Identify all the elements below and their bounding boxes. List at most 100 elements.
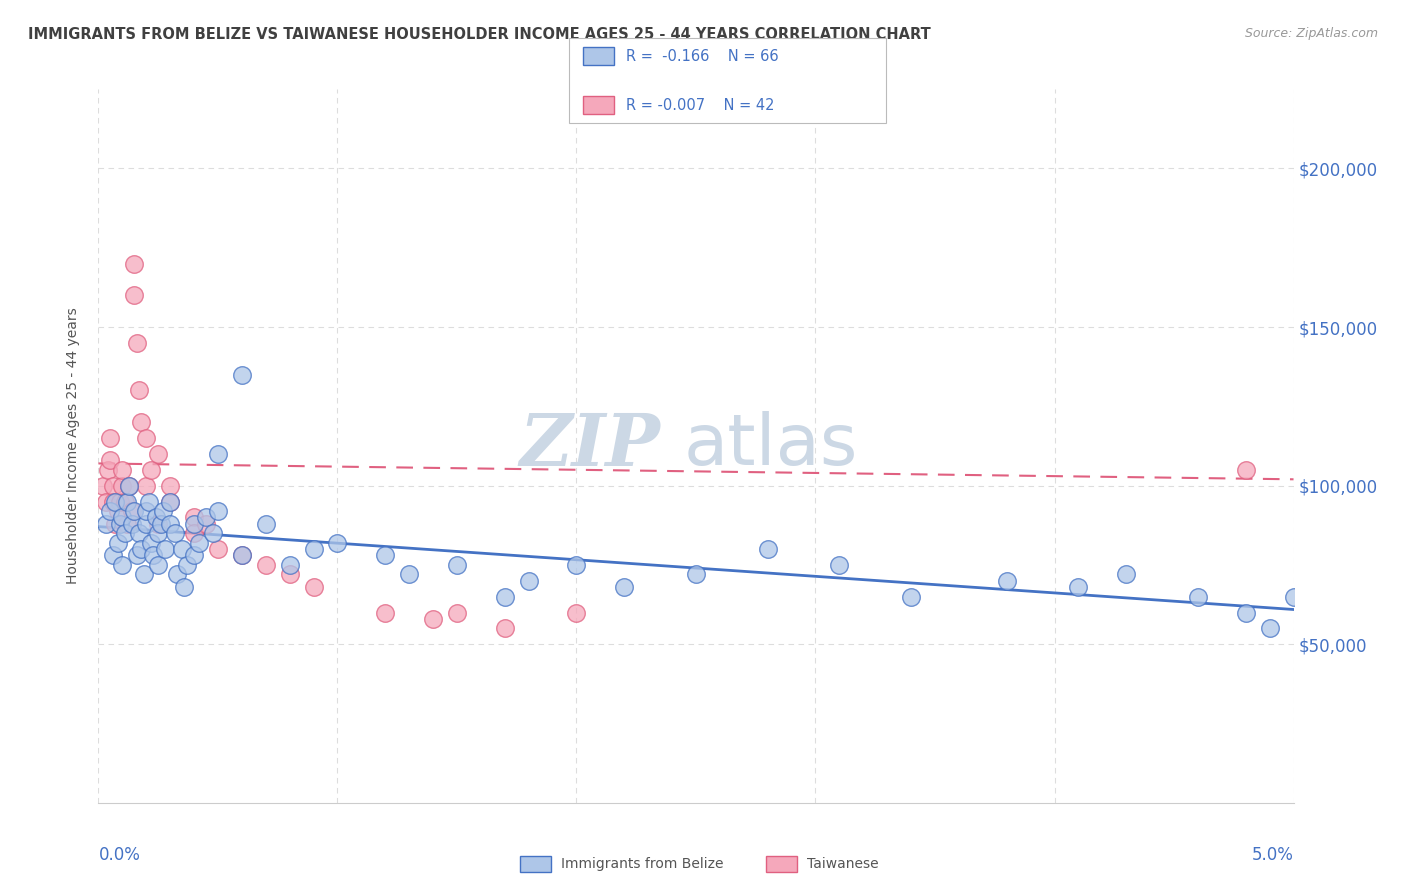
Point (148, 526, 170, 541)
Point (108, 516, 131, 531)
Point (1234, 606, 1257, 620)
Point (685, 567, 707, 582)
Point (159, 494, 181, 508)
Point (131, 542, 153, 557)
Text: 0.0%: 0.0% (98, 846, 141, 863)
Point (756, 542, 779, 557)
Point (124, 288, 146, 302)
Point (302, 580, 325, 594)
Point (183, 526, 205, 541)
Point (159, 478, 181, 492)
Point (172, 542, 194, 557)
Point (125, 335, 148, 350)
Text: ZIP: ZIP (519, 410, 661, 482)
Text: Immigrants from Belize: Immigrants from Belize (561, 857, 724, 871)
Point (135, 504, 157, 518)
Point (183, 516, 205, 531)
Point (97, 463, 120, 477)
Point (111, 510, 134, 524)
Point (101, 549, 124, 563)
Point (302, 542, 325, 557)
Point (173, 580, 195, 594)
Point (114, 526, 136, 541)
Point (195, 510, 218, 524)
Point (163, 526, 186, 541)
Point (326, 535, 349, 549)
Point (121, 516, 143, 531)
Point (494, 590, 516, 604)
Point (148, 558, 170, 572)
Point (139, 463, 162, 477)
Point (152, 504, 174, 518)
Point (278, 558, 301, 572)
Point (118, 478, 141, 492)
Point (254, 558, 277, 572)
Point (398, 567, 420, 582)
Point (94, 516, 117, 531)
Point (115, 516, 138, 531)
Point (101, 494, 124, 508)
Text: atlas: atlas (685, 411, 859, 481)
Point (202, 526, 225, 541)
Point (422, 612, 444, 626)
Point (111, 478, 134, 492)
Text: Taiwanese: Taiwanese (807, 857, 879, 871)
Point (107, 504, 129, 518)
Point (1187, 590, 1209, 604)
Point (900, 590, 922, 604)
Text: Source: ZipAtlas.com: Source: ZipAtlas.com (1244, 27, 1378, 40)
Point (107, 535, 129, 549)
Point (1067, 580, 1090, 594)
Point (124, 504, 146, 518)
Point (207, 542, 229, 557)
Point (166, 567, 188, 582)
Point (187, 535, 209, 549)
Point (159, 516, 181, 531)
Text: R =  -0.166    N = 66: R = -0.166 N = 66 (626, 49, 779, 63)
Point (231, 549, 253, 563)
Point (494, 621, 516, 635)
Point (231, 368, 253, 382)
Point (135, 478, 157, 492)
Point (159, 494, 181, 508)
Point (104, 494, 127, 508)
Point (565, 606, 588, 620)
Point (207, 447, 229, 461)
Point (114, 494, 136, 508)
Point (155, 542, 177, 557)
Point (118, 478, 141, 492)
Point (1282, 590, 1305, 604)
Point (98, 431, 122, 445)
Point (98, 504, 122, 518)
Point (374, 606, 396, 620)
Point (138, 494, 160, 508)
Point (828, 558, 851, 572)
Point (1115, 567, 1137, 582)
Point (111, 558, 134, 572)
Point (183, 549, 205, 563)
Point (131, 415, 153, 429)
Point (207, 504, 229, 518)
Point (132, 567, 155, 582)
Point (139, 535, 162, 549)
Point (111, 463, 134, 477)
Point (231, 549, 253, 563)
Point (374, 549, 396, 563)
Point (613, 580, 636, 594)
Point (128, 526, 150, 541)
Point (148, 447, 170, 461)
Point (446, 558, 468, 572)
Point (124, 257, 146, 271)
Point (149, 516, 172, 531)
Point (1258, 621, 1281, 635)
Point (104, 516, 127, 531)
Point (517, 574, 540, 588)
Point (995, 574, 1018, 588)
Point (101, 478, 124, 492)
Point (278, 567, 301, 582)
Point (183, 510, 205, 524)
Point (142, 549, 165, 563)
Point (148, 516, 170, 531)
Point (115, 494, 138, 508)
Point (98, 453, 122, 467)
